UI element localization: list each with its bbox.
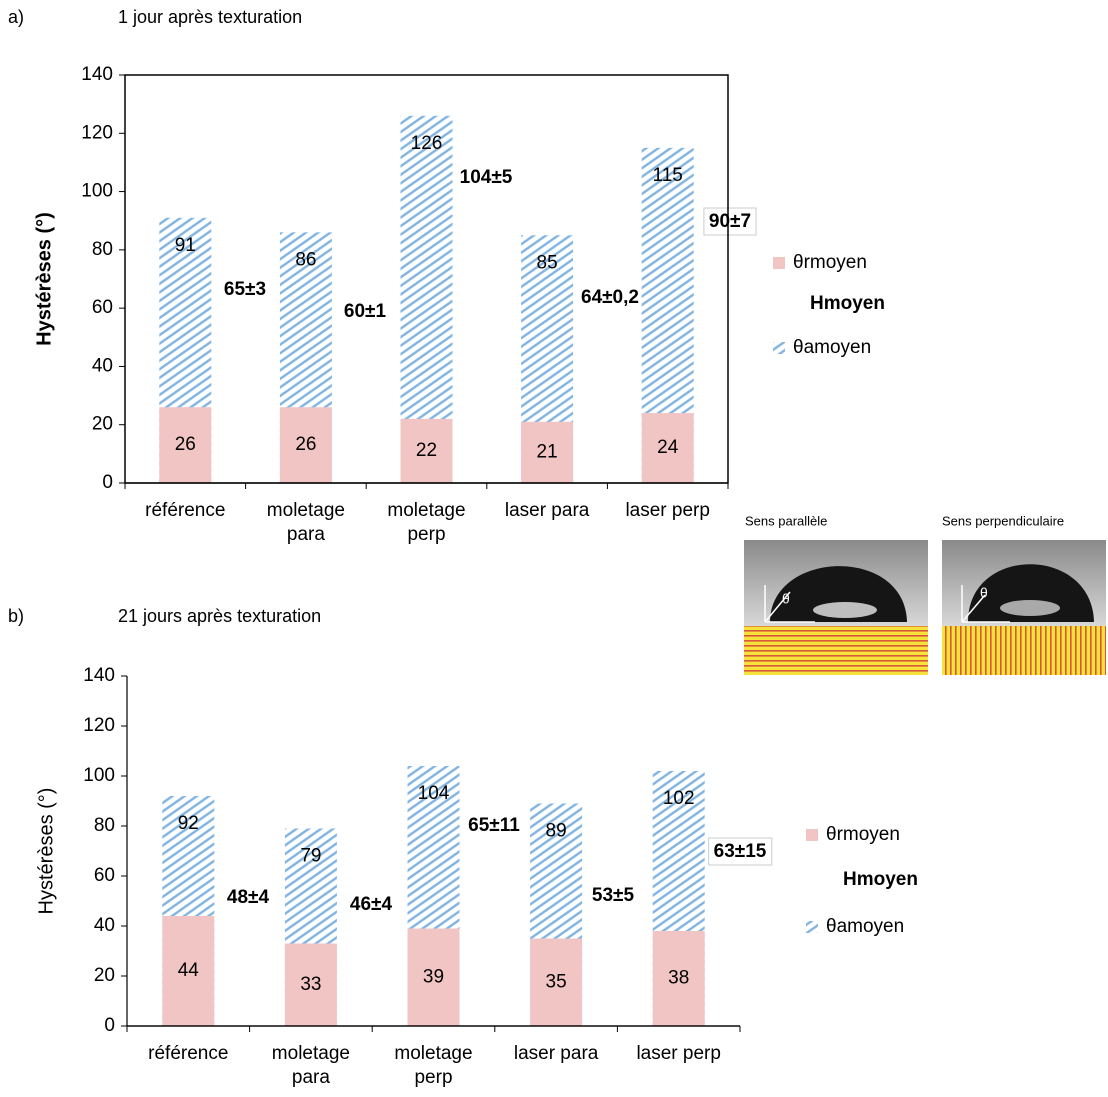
chart-title: 1 jour après texturation <box>118 7 302 27</box>
value-label: 126 <box>411 133 443 154</box>
hmoyen-label: 63±15 <box>714 841 767 862</box>
hmoyen-label: 60±1 <box>344 301 387 322</box>
bar <box>400 418 453 483</box>
legend-swatch <box>806 829 818 841</box>
hmoyen-label: 65±3 <box>224 279 266 300</box>
value-label: 89 <box>546 821 567 842</box>
value-label: 92 <box>178 813 199 834</box>
x-tick-label: moletage perp <box>387 500 466 545</box>
y-tick-label: 120 <box>83 715 115 736</box>
value-label: 102 <box>663 788 695 809</box>
x-tick-label: laser para <box>513 1043 599 1064</box>
photo-caption: Sens parallèle <box>745 513 827 528</box>
bar <box>159 407 212 483</box>
y-tick-label: 60 <box>92 297 113 318</box>
y-tick-label: 120 <box>81 122 113 143</box>
x-tick-label: référence <box>145 500 226 521</box>
y-tick-label: 60 <box>94 865 115 886</box>
value-label: 91 <box>175 235 196 256</box>
y-tick-label: 40 <box>94 915 115 936</box>
value-label: 35 <box>546 971 567 992</box>
label-box <box>703 207 757 236</box>
photo-perpendicular: Sens perpendiculaire θ <box>942 513 1106 675</box>
value-label: 115 <box>653 165 683 186</box>
y-tick-label: 0 <box>104 1015 115 1036</box>
angle-label: θ <box>782 591 790 607</box>
y-tick-label: 100 <box>81 181 113 202</box>
y-tick-label: 80 <box>92 239 113 260</box>
x-tick-label: laser perp <box>636 1043 721 1064</box>
photo-parallel: Sens parallèle θ <box>744 513 928 675</box>
chart-title: 21 jours après texturation <box>118 606 321 626</box>
x-tick-label: moletage para <box>266 500 345 545</box>
photo-caption: Sens perpendiculaire <box>942 513 1064 528</box>
y-tick-label: 100 <box>83 765 115 786</box>
value-label: 26 <box>175 434 196 455</box>
legend-swatch <box>806 921 818 933</box>
y-tick-label: 140 <box>83 665 115 686</box>
bar <box>407 928 460 1026</box>
value-label: 79 <box>300 846 321 867</box>
value-label: 24 <box>657 437 679 458</box>
value-label: 22 <box>416 440 437 461</box>
x-tick-label: laser perp <box>625 500 710 521</box>
bar <box>641 413 694 483</box>
hmoyen-label: 53±5 <box>592 885 635 906</box>
bar <box>530 938 583 1026</box>
hmoyen-label: 64±0,2 <box>581 287 639 308</box>
hmoyen-label: 90±7 <box>709 211 751 232</box>
x-tick-label: laser para <box>504 500 590 521</box>
y-tick-label: 0 <box>102 472 113 493</box>
legend-label: θrmoyen <box>826 824 900 845</box>
y-axis-label: Hystérèses (°) <box>35 788 57 915</box>
value-label: 85 <box>537 252 558 273</box>
legend-label: Hmoyen <box>810 293 885 314</box>
bar <box>521 421 574 483</box>
legend-label: θrmoyen <box>793 252 867 273</box>
label-box <box>708 837 773 866</box>
value-label: 33 <box>300 974 321 995</box>
value-label: 44 <box>178 960 200 981</box>
bar <box>162 916 215 1026</box>
value-label: 38 <box>668 968 689 989</box>
value-label: 104 <box>418 783 450 804</box>
legend-swatch <box>773 342 785 354</box>
hmoyen-label: 46±4 <box>350 894 393 915</box>
value-label: 21 <box>537 441 558 462</box>
value-label: 86 <box>295 249 316 270</box>
y-tick-label: 80 <box>94 815 115 836</box>
y-tick-label: 40 <box>92 355 113 376</box>
bar <box>279 407 332 483</box>
x-tick-label: référence <box>148 1043 229 1064</box>
angle-label: θ <box>980 585 988 601</box>
x-tick-label: moletage perp <box>394 1043 473 1088</box>
y-tick-label: 140 <box>81 64 113 85</box>
bar <box>284 943 337 1026</box>
y-axis-label: Hystérèses (°) <box>33 212 55 346</box>
legend-label: θamoyen <box>793 337 871 358</box>
legend-swatch <box>773 257 785 269</box>
x-tick-label: moletage para <box>271 1043 350 1088</box>
legend-label: Hmoyen <box>843 869 918 890</box>
panel-label: b) <box>8 606 24 626</box>
y-tick-label: 20 <box>94 965 115 986</box>
hmoyen-label: 65±11 <box>468 815 520 836</box>
hmoyen-label: 104±5 <box>460 167 513 188</box>
value-label: 26 <box>295 434 316 455</box>
panel-label: a) <box>8 7 24 27</box>
bar <box>652 931 705 1026</box>
legend-label: θamoyen <box>826 916 904 937</box>
value-label: 39 <box>423 966 444 987</box>
y-tick-label: 20 <box>92 414 113 435</box>
hmoyen-label: 48±4 <box>227 887 270 908</box>
